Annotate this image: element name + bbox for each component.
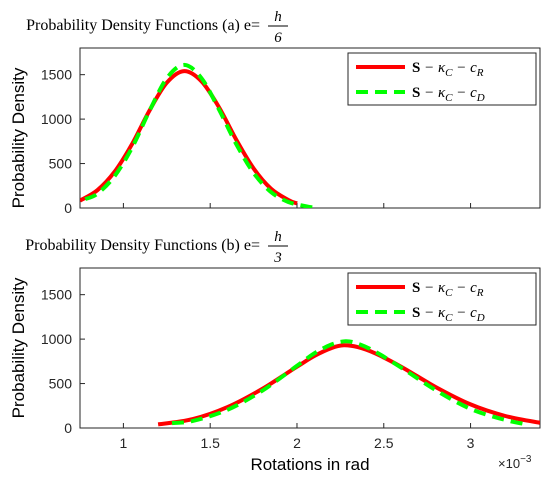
x-tick-label: 3 <box>467 435 475 451</box>
legend-box <box>347 52 537 106</box>
chart-panel-b: Probability Density Functions (b) e= h 3… <box>9 229 541 474</box>
y-tick-label: 1500 <box>41 287 72 303</box>
legend-box <box>347 272 537 326</box>
title-fraction-denominator: 3 <box>273 250 282 266</box>
x-tick-label: 1 <box>119 435 127 451</box>
series-line-1 <box>157 343 540 427</box>
y-axis-label: Probability Density <box>9 277 28 418</box>
x-tick-label: 2 <box>293 435 301 451</box>
title-fraction-denominator: 6 <box>274 30 282 46</box>
y-tick-label: 1000 <box>41 111 72 127</box>
chart-panel-a: Probability Density Functions (a) e= h 6… <box>9 9 541 216</box>
chart-title: Probability Density Functions (a) e= <box>26 17 260 34</box>
x-tick-label: 1.5 <box>200 435 220 451</box>
series-line-1 <box>80 69 298 206</box>
legend-label-series-1: S − κC − cR <box>412 280 484 299</box>
chart-title: Probability Density Functions (b) e= <box>25 237 260 254</box>
y-tick-label: 0 <box>64 420 72 436</box>
y-axis-label: Probability Density <box>9 67 28 208</box>
legend-label-series-1: S − κC − cR <box>412 60 484 79</box>
x-axis-label: Rotations in rad <box>250 455 369 474</box>
series-line-2 <box>84 62 315 208</box>
y-tick-label: 1000 <box>41 331 72 347</box>
legend: S − κC − cR S − κC − cD <box>347 52 537 106</box>
legend-label-series-2: S − κC − cD <box>412 305 485 324</box>
legend-label-series-2: S − κC − cD <box>412 85 485 104</box>
y-tick-label: 500 <box>49 156 73 172</box>
legend: S − κC − cR S − κC − cD <box>347 272 537 326</box>
y-tick-label: 0 <box>64 200 72 216</box>
title-fraction-numerator: h <box>274 9 282 25</box>
series-line-2 <box>171 339 524 426</box>
y-tick-label: 1500 <box>41 67 72 83</box>
title-fraction-numerator: h <box>274 229 282 245</box>
x-axis-exponent: ×10−3 <box>498 454 532 471</box>
plot-area-frame <box>79 267 541 429</box>
x-tick-label: 2.5 <box>374 435 394 451</box>
y-tick-label: 500 <box>49 376 73 392</box>
